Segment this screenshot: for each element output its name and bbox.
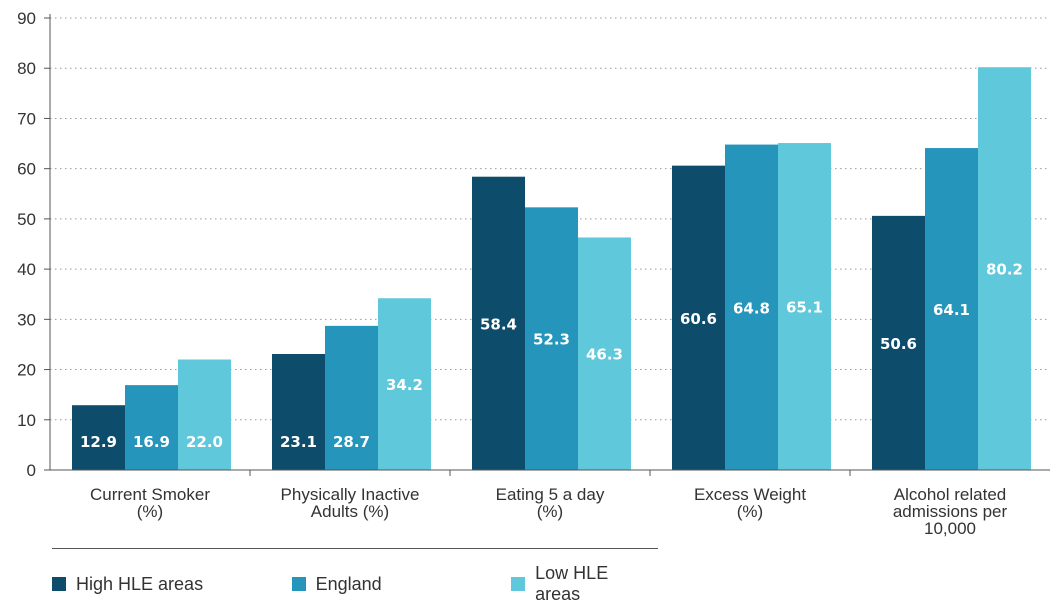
x-tick-label-line: Adults (%) <box>311 502 389 521</box>
y-tick-label: 90 <box>17 9 36 28</box>
x-tick-label: Alcohol related admissions per 10,000 <box>893 485 1008 538</box>
y-tick-label: 0 <box>27 461 36 480</box>
data-label: 64.8 <box>733 299 770 317</box>
legend: High HLE areas England Low HLE areas <box>52 548 658 605</box>
bar <box>378 298 431 470</box>
x-tick-label: Physically Inactive Adults (%) <box>281 485 420 521</box>
x-tick-label-line: Alcohol related <box>894 485 1006 504</box>
data-label: 12.9 <box>80 433 117 451</box>
data-label: 28.7 <box>333 433 370 451</box>
data-label: 50.6 <box>880 335 917 353</box>
bar <box>178 359 231 470</box>
bar <box>672 165 725 471</box>
data-label: 22.0 <box>186 433 223 451</box>
legend-swatch <box>291 577 306 591</box>
data-label: 34.2 <box>386 376 423 394</box>
bar <box>272 353 325 470</box>
legend-label: England <box>315 573 382 594</box>
y-tick-label: 70 <box>17 109 36 128</box>
data-label: 80.2 <box>986 261 1023 279</box>
bar-series: 12.9 23.1 58.4 60.6 50.6 16.9 28.7 52.3 64.8 64.1… <box>72 67 1031 471</box>
bar <box>925 148 978 470</box>
bar <box>578 237 631 470</box>
legend-item-england: England <box>291 563 512 605</box>
legend-item-low-hle: Low HLE areas <box>511 563 658 605</box>
data-label: 58.4 <box>480 315 517 333</box>
x-tick-label-line: (%) <box>137 502 163 521</box>
data-label: 52.3 <box>533 331 570 349</box>
legend-label: Low HLE areas <box>535 563 609 604</box>
x-tick-label: Current Smoker (%) <box>90 485 210 521</box>
x-tick-label-line: (%) <box>737 502 763 521</box>
y-tick-label: 50 <box>17 210 36 229</box>
bar <box>472 176 525 471</box>
bar <box>125 385 178 470</box>
x-tick-label-line: Current Smoker <box>90 485 210 504</box>
data-label: 23.1 <box>280 433 317 451</box>
y-tick-label: 80 <box>17 59 36 78</box>
bar <box>778 143 831 470</box>
bar <box>725 144 778 470</box>
x-tick-label-line: Eating 5 a day <box>496 485 605 504</box>
x-tick-label-line: Excess Weight <box>694 485 806 504</box>
legend-swatch <box>511 577 526 591</box>
data-label: 65.1 <box>786 299 823 317</box>
y-axis: 0 10 20 30 40 50 60 70 80 90 <box>17 9 51 480</box>
y-tick-label: 30 <box>17 310 36 329</box>
bar-chart: 0 10 20 30 40 50 60 70 80 90 12.9 23.1 58.4 60.6 50.6… <box>17 9 1050 538</box>
bar <box>525 207 578 471</box>
y-tick-label: 60 <box>17 160 36 179</box>
bar <box>72 405 125 470</box>
y-tick-label: 10 <box>17 411 36 430</box>
x-axis: Current Smoker (%)Physically Inactive Adul… <box>50 469 1050 538</box>
legend-swatch <box>52 577 66 591</box>
x-tick-label-line: Physically Inactive <box>281 485 420 504</box>
x-tick-label-line: 10,000 <box>924 519 976 538</box>
y-tick-label: 40 <box>17 260 36 279</box>
data-label: 64.1 <box>933 301 970 319</box>
y-tick-label: 20 <box>17 361 36 380</box>
data-label: 16.9 <box>133 433 170 451</box>
bar <box>325 325 378 470</box>
bar <box>872 215 925 470</box>
x-tick-label: Excess Weight (%) <box>694 485 806 521</box>
legend-item-high-hle: High HLE areas <box>52 563 292 605</box>
data-label: 46.3 <box>586 346 623 364</box>
x-tick-label: Eating 5 a day (%) <box>496 485 605 521</box>
legend-label: High HLE areas <box>76 573 204 594</box>
bar <box>978 67 1031 471</box>
data-label: 60.6 <box>680 310 717 328</box>
x-tick-label-line: admissions per <box>893 502 1008 521</box>
x-tick-label-line: (%) <box>537 502 563 521</box>
